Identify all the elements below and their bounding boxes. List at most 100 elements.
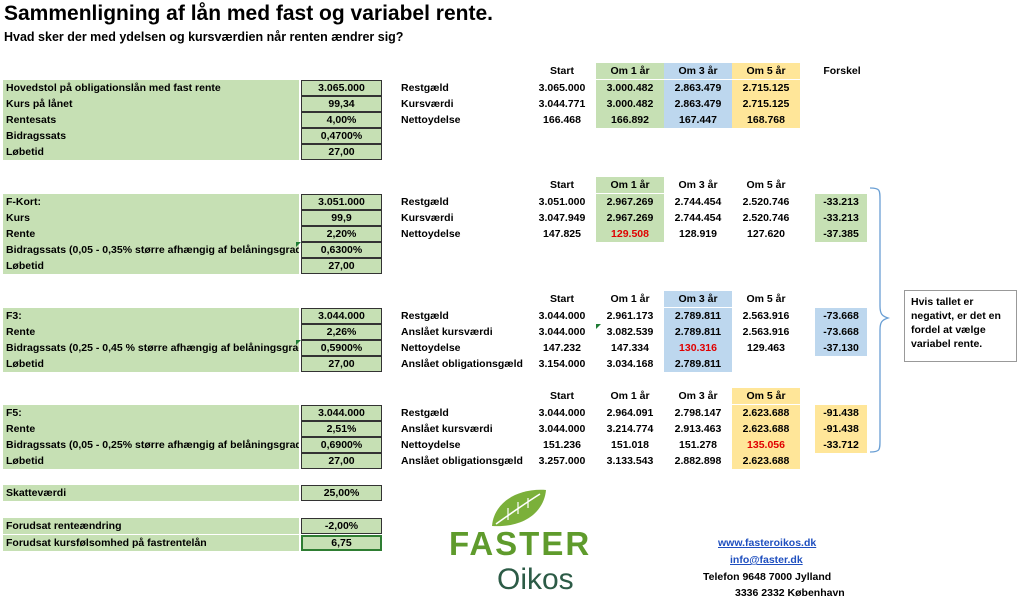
param-value-cell[interactable]: 3.051.000 [301,194,382,210]
param-value-cell[interactable]: 99,34 [301,96,382,112]
table-cell[interactable]: 2.964.091 [606,407,654,419]
table-cell[interactable]: 3.065.000 [538,82,586,94]
param-label: Rente [3,421,299,437]
row-label: Kursværdi [401,212,454,224]
forskel-cell[interactable]: -91.438 [815,421,867,437]
table-cell[interactable]: 2.967.269 [596,210,664,226]
table-cell[interactable]: 166.468 [543,114,581,126]
table-cell[interactable]: 2.961.173 [606,310,654,322]
table-cell[interactable]: 151.278 [679,439,717,451]
table-cell[interactable]: 2.789.811 [664,324,732,340]
table-cell-highlight[interactable]: 135.056 [732,437,800,453]
table-cell[interactable]: 3.000.482 [596,80,664,96]
table-cell[interactable]: 3.257.000 [538,455,586,467]
table-cell-highlight[interactable]: 129.508 [596,226,664,242]
email-link[interactable]: info@faster.dk [730,554,803,566]
table-cell[interactable]: 2.623.688 [732,453,800,469]
param-value-cell[interactable]: 4,00% [301,112,382,128]
param-value-cell[interactable]: 3.044.000 [301,405,382,421]
param-value-cell[interactable]: 25,00% [301,485,382,501]
param-value-cell[interactable]: 27,00 [301,453,382,469]
forskel-cell[interactable]: -91.438 [815,405,867,421]
param-value-cell[interactable]: 2,51% [301,421,382,437]
website-link[interactable]: www.fasteroikos.dk [718,537,817,549]
table-cell[interactable]: 2.563.916 [742,326,790,338]
param-value-cell[interactable]: 99,9 [301,210,382,226]
table-cell[interactable]: 2.789.811 [664,308,732,324]
table-cell[interactable]: 147.334 [611,342,649,354]
table-cell[interactable]: 151.018 [611,439,649,451]
row-label: Anslået kursværdi [401,326,493,338]
forskel-cell[interactable]: -73.668 [815,308,867,324]
leaf-logo-icon [492,489,546,527]
param-label: Bidragssats (0,25 - 0,45 % større afhæng… [3,340,299,356]
table-cell[interactable]: 147.825 [543,228,581,240]
table-cell[interactable]: 3.000.482 [596,96,664,112]
forskel-cell[interactable]: -37.130 [815,340,867,356]
table-cell[interactable]: 2.882.898 [674,455,722,467]
table-cell[interactable]: 151.236 [543,439,581,451]
table-cell[interactable]: 2.798.147 [674,407,722,419]
table-cell[interactable]: 2.744.454 [674,196,722,208]
table-cell[interactable]: 3.034.168 [606,358,654,370]
param-value-cell[interactable]: 0,6300% [301,242,382,258]
table-cell[interactable]: 167.447 [664,112,732,128]
forskel-cell[interactable]: -33.712 [815,437,867,453]
table-cell[interactable]: 3.044.000 [538,407,586,419]
param-value-cell[interactable]: 27,00 [301,356,382,372]
table-cell-highlight[interactable]: 130.316 [664,340,732,356]
table-cell[interactable]: 2.623.688 [732,421,800,437]
table-cell[interactable]: 3.047.949 [538,212,586,224]
table-cell[interactable]: 128.919 [679,228,717,240]
col-header: Om 1 år [610,390,650,402]
table-cell[interactable]: 147.232 [543,342,581,354]
table-cell[interactable]: 2.520.746 [742,196,790,208]
param-label: F-Kort: [3,194,299,210]
col-header: Start [550,179,574,191]
table-cell[interactable]: 3.044.000 [538,326,586,338]
table-cell[interactable]: 2.967.269 [596,194,664,210]
forskel-cell[interactable]: -33.213 [815,210,867,226]
forskel-cell[interactable]: -33.213 [815,194,867,210]
table-cell[interactable]: 129.463 [747,342,785,354]
table-cell[interactable]: 3.082.539 [606,326,654,338]
table-cell[interactable]: 2.715.125 [732,80,800,96]
table-cell[interactable]: 2.563.916 [742,310,790,322]
table-cell[interactable]: 168.768 [732,112,800,128]
table-cell[interactable]: 2.744.454 [674,212,722,224]
table-cell[interactable]: 3.133.543 [606,455,654,467]
table-cell[interactable]: 2.913.463 [674,423,722,435]
table-cell[interactable]: 127.620 [747,228,785,240]
comment-marker [596,324,601,329]
param-value-cell[interactable]: 27,00 [301,144,382,160]
param-value-cell[interactable]: 0,5900% [301,340,382,356]
forskel-cell[interactable]: -37.385 [815,226,867,242]
table-cell[interactable]: 2.789.811 [664,356,732,372]
bracket-shape [869,187,891,453]
table-cell[interactable]: 3.051.000 [538,196,586,208]
param-value-cell-selected[interactable]: 6,75 [301,535,382,551]
param-value-cell[interactable]: 0,4700% [301,128,382,144]
param-value-cell[interactable]: 2,26% [301,324,382,340]
param-value-cell[interactable]: 0,6900% [301,437,382,453]
table-cell[interactable]: 2.863.479 [664,80,732,96]
table-cell[interactable]: 3.154.000 [538,358,586,370]
param-value-cell[interactable]: 2,20% [301,226,382,242]
param-label: F3: [3,308,299,324]
row-label: Kursværdi [401,98,454,110]
table-cell[interactable]: 3.044.771 [538,98,586,110]
row-label: Restgæld [401,407,449,419]
param-value-cell[interactable]: 27,00 [301,258,382,274]
table-cell[interactable]: 2.715.125 [732,96,800,112]
table-cell[interactable]: 2.623.688 [732,405,800,421]
forskel-cell[interactable]: -73.668 [815,324,867,340]
table-cell[interactable]: 3.214.774 [606,423,654,435]
table-cell[interactable]: 2.863.479 [664,96,732,112]
param-value-cell[interactable]: 3.044.000 [301,308,382,324]
table-cell[interactable]: 3.044.000 [538,423,586,435]
table-cell[interactable]: 166.892 [596,112,664,128]
table-cell[interactable]: 2.520.746 [742,212,790,224]
table-cell[interactable]: 3.044.000 [538,310,586,322]
param-value-cell[interactable]: 3.065.000 [301,80,382,96]
param-value-cell[interactable]: -2,00% [301,518,382,534]
